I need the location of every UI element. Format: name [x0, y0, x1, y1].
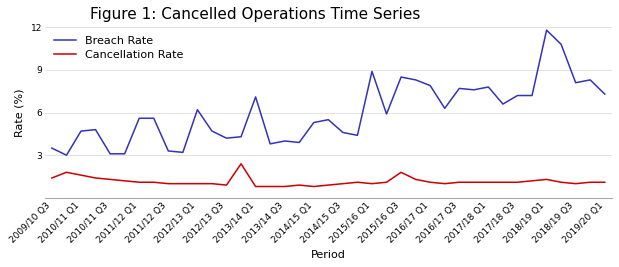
Cancellation Rate [558, 181, 565, 184]
Cancellation Rate [310, 185, 318, 188]
Breach Rate [587, 78, 594, 81]
Breach Rate [441, 107, 448, 110]
Cancellation Rate [353, 181, 361, 184]
Cancellation Rate [456, 181, 463, 184]
Cancellation Rate [514, 181, 521, 184]
Cancellation Rate [470, 181, 477, 184]
Breach Rate [543, 29, 550, 32]
Cancellation Rate [368, 182, 376, 185]
Cancellation Rate [150, 181, 157, 184]
Breach Rate [324, 118, 332, 121]
Breach Rate [48, 147, 56, 150]
Breach Rate [572, 81, 579, 84]
Cancellation Rate [339, 182, 347, 185]
Breach Rate [63, 154, 70, 157]
Legend: Breach Rate, Cancellation Rate: Breach Rate, Cancellation Rate [50, 33, 186, 63]
Cancellation Rate [266, 185, 274, 188]
Breach Rate [310, 121, 318, 124]
Cancellation Rate [281, 185, 288, 188]
Breach Rate [92, 128, 99, 131]
Breach Rate [368, 70, 376, 73]
Cancellation Rate [48, 176, 56, 180]
Cancellation Rate [208, 182, 215, 185]
Breach Rate [426, 84, 434, 87]
Text: Figure 1: Cancelled Operations Time Series: Figure 1: Cancelled Operations Time Seri… [90, 7, 420, 22]
Cancellation Rate [237, 162, 245, 165]
Cancellation Rate [426, 181, 434, 184]
Cancellation Rate [165, 182, 172, 185]
Cancellation Rate [295, 183, 303, 187]
Cancellation Rate [136, 181, 143, 184]
Breach Rate [456, 87, 463, 90]
Breach Rate [150, 117, 157, 120]
Breach Rate [295, 141, 303, 144]
Cancellation Rate [252, 185, 259, 188]
Breach Rate [194, 108, 201, 111]
Breach Rate [165, 149, 172, 152]
Breach Rate [77, 129, 85, 133]
Breach Rate [514, 94, 521, 97]
Breach Rate [339, 131, 347, 134]
Cancellation Rate [121, 179, 128, 182]
Breach Rate [136, 117, 143, 120]
Breach Rate [281, 139, 288, 143]
Cancellation Rate [485, 181, 492, 184]
Breach Rate [529, 94, 536, 97]
Breach Rate [485, 85, 492, 89]
Breach Rate [499, 103, 506, 106]
Cancellation Rate [179, 182, 186, 185]
Breach Rate [121, 152, 128, 155]
Line: Breach Rate: Breach Rate [52, 30, 605, 155]
Cancellation Rate [63, 171, 70, 174]
Breach Rate [252, 95, 259, 99]
Breach Rate [558, 43, 565, 46]
Cancellation Rate [529, 179, 536, 182]
Cancellation Rate [194, 182, 201, 185]
Breach Rate [179, 151, 186, 154]
Breach Rate [237, 135, 245, 138]
Cancellation Rate [397, 171, 405, 174]
Cancellation Rate [106, 178, 114, 181]
X-axis label: Period: Period [311, 250, 346, 260]
Cancellation Rate [324, 183, 332, 187]
Breach Rate [106, 152, 114, 155]
Breach Rate [383, 112, 390, 116]
Cancellation Rate [543, 178, 550, 181]
Breach Rate [223, 136, 230, 140]
Breach Rate [470, 88, 477, 91]
Y-axis label: Rate (%): Rate (%) [15, 88, 25, 137]
Cancellation Rate [587, 181, 594, 184]
Breach Rate [412, 78, 419, 81]
Breach Rate [397, 76, 405, 79]
Cancellation Rate [77, 174, 85, 177]
Breach Rate [353, 134, 361, 137]
Cancellation Rate [412, 178, 419, 181]
Cancellation Rate [92, 176, 99, 180]
Cancellation Rate [601, 181, 608, 184]
Cancellation Rate [383, 181, 390, 184]
Breach Rate [208, 129, 215, 133]
Cancellation Rate [441, 182, 448, 185]
Line: Cancellation Rate: Cancellation Rate [52, 164, 605, 187]
Breach Rate [266, 142, 274, 146]
Cancellation Rate [223, 183, 230, 187]
Cancellation Rate [572, 182, 579, 185]
Breach Rate [601, 92, 608, 96]
Cancellation Rate [499, 181, 506, 184]
